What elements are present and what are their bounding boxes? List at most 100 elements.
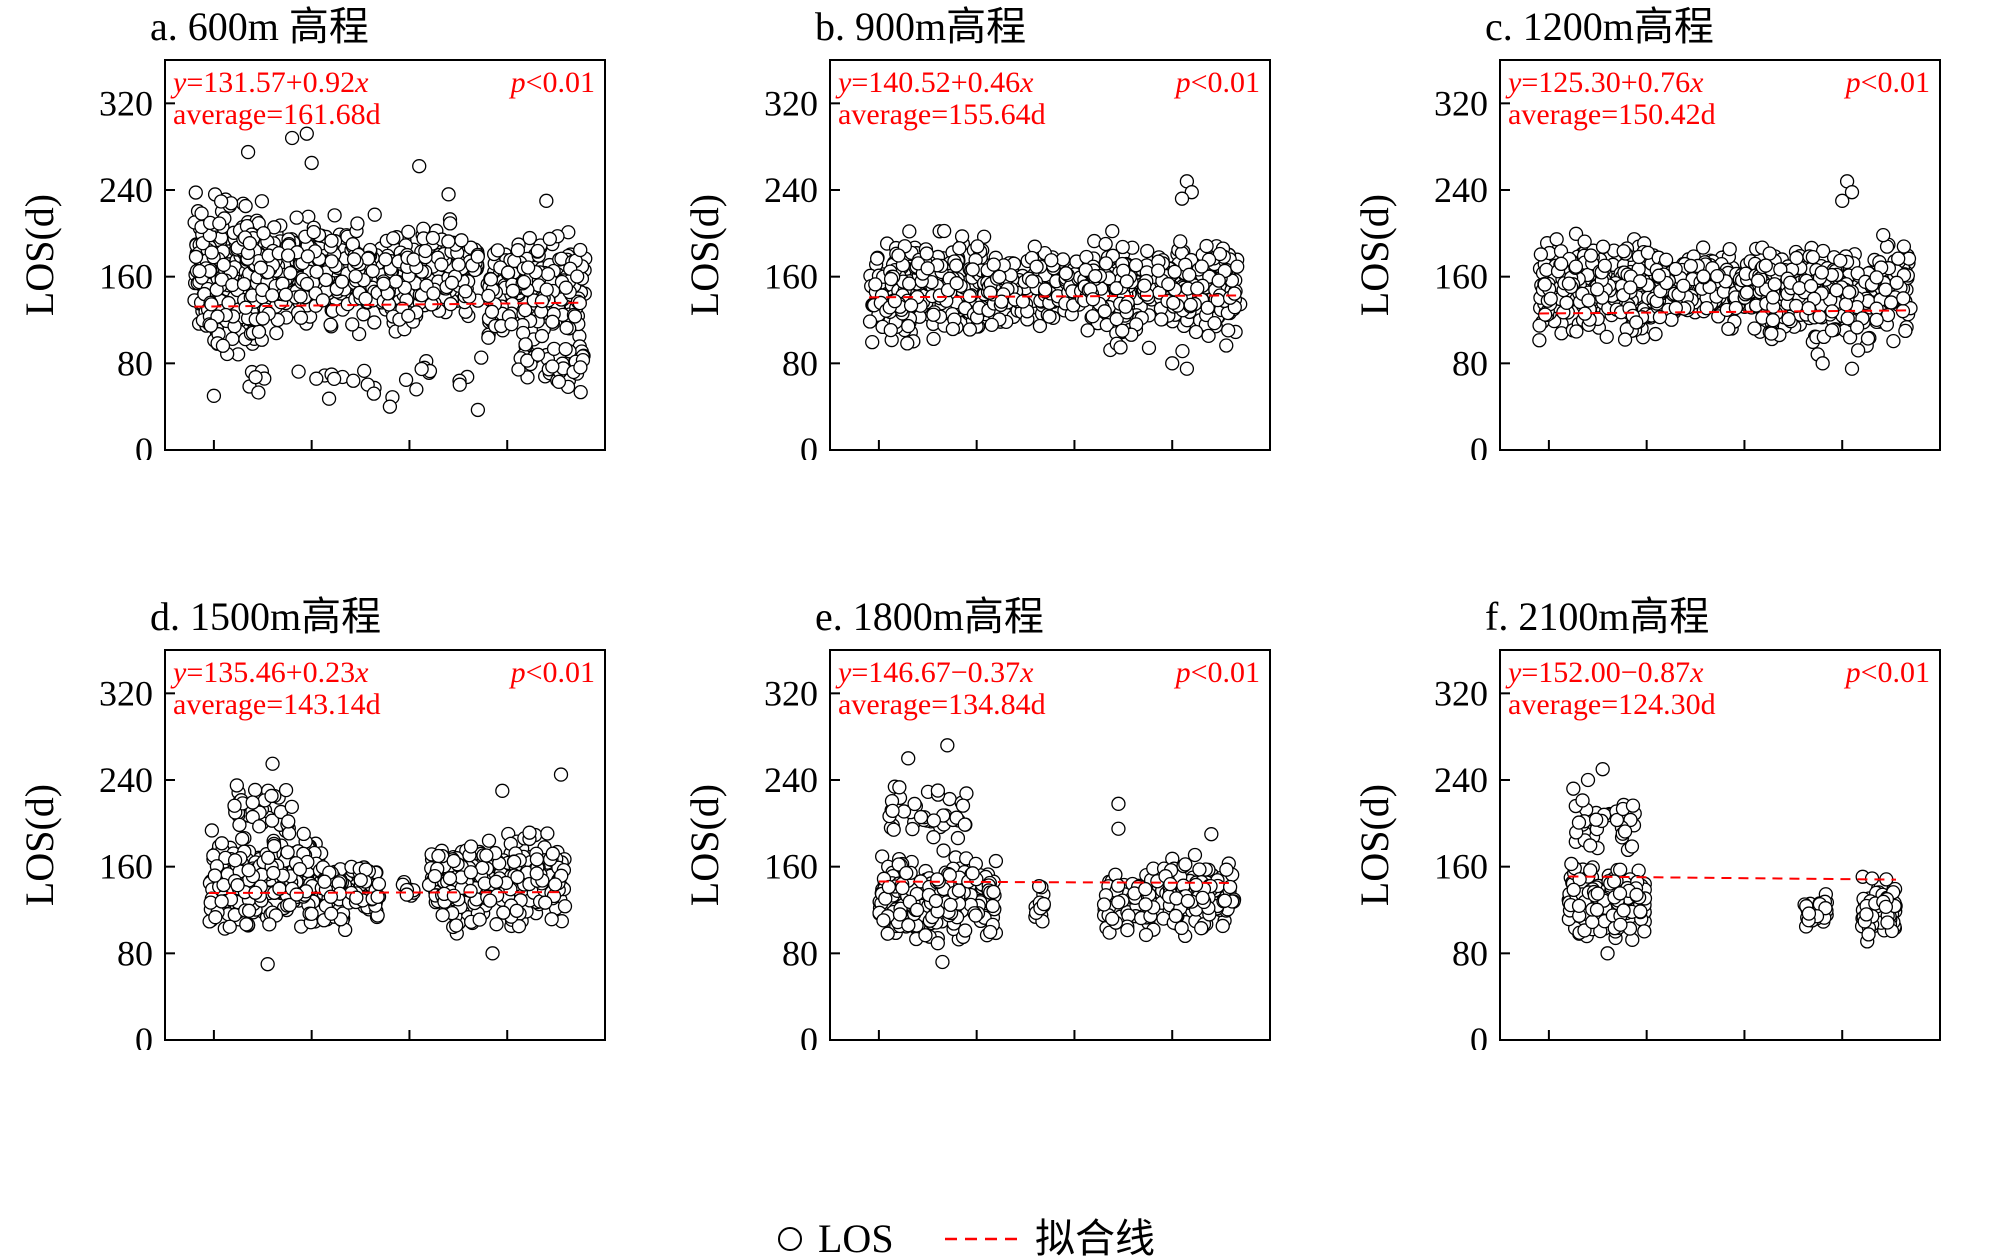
data-point bbox=[1668, 300, 1683, 316]
legend-svg: LOS 拟合线 bbox=[778, 1216, 1155, 1260]
data-point bbox=[1166, 295, 1181, 310]
data-point bbox=[1088, 269, 1103, 284]
data-point bbox=[949, 276, 964, 291]
data-point bbox=[248, 370, 263, 385]
data-point bbox=[507, 854, 522, 870]
data-points bbox=[1532, 174, 1918, 376]
data-point bbox=[976, 229, 992, 244]
chart-title: b. 900m高程 bbox=[815, 4, 1026, 49]
data-point bbox=[327, 208, 342, 223]
data-point bbox=[1173, 234, 1188, 249]
data-point bbox=[1599, 329, 1614, 345]
data-point bbox=[351, 326, 367, 342]
data-point bbox=[1838, 297, 1854, 312]
data-point bbox=[1878, 282, 1893, 297]
data-point bbox=[435, 907, 450, 923]
data-point bbox=[1168, 908, 1183, 924]
data-point bbox=[1543, 291, 1558, 306]
data-point bbox=[376, 276, 391, 291]
data-point bbox=[892, 780, 907, 795]
data-point bbox=[1815, 243, 1831, 259]
data-point bbox=[1212, 246, 1228, 262]
data-point bbox=[236, 276, 252, 292]
data-point bbox=[903, 298, 919, 313]
chart-svg: e. 1800m高程0801602403203132333435Lat (°)L… bbox=[682, 594, 1288, 1050]
data-point bbox=[348, 269, 363, 284]
average-label: average=134.84d bbox=[838, 688, 1046, 721]
data-point bbox=[1161, 277, 1176, 292]
data-point bbox=[1792, 280, 1807, 296]
data-point bbox=[304, 906, 319, 921]
chart-svg: b. 900m高程0801602403203132333435Lat (°)LO… bbox=[682, 4, 1288, 460]
data-point bbox=[358, 291, 373, 306]
data-point bbox=[943, 897, 958, 913]
data-point bbox=[1199, 238, 1214, 254]
fit-line bbox=[878, 880, 1236, 884]
data-point bbox=[489, 917, 504, 932]
data-point bbox=[1589, 902, 1605, 917]
data-point bbox=[905, 821, 920, 837]
data-point bbox=[221, 295, 236, 311]
data-point bbox=[909, 902, 925, 918]
average-label: average=150.42d bbox=[1508, 98, 1716, 131]
x-tick-label: 35 bbox=[1252, 456, 1288, 460]
data-point bbox=[401, 308, 416, 323]
regression-equation: y=125.30+0.76x bbox=[1505, 66, 1704, 99]
data-point bbox=[454, 233, 469, 248]
data-point bbox=[192, 263, 207, 279]
data-point bbox=[1182, 267, 1197, 282]
data-point bbox=[345, 317, 360, 332]
data-point bbox=[252, 819, 267, 834]
data-point bbox=[538, 895, 553, 910]
regression-equation: y=152.00−0.87x bbox=[1505, 656, 1704, 689]
data-point bbox=[427, 868, 443, 884]
data-point bbox=[1835, 193, 1850, 208]
average-label: average=161.68d bbox=[173, 98, 381, 131]
data-point bbox=[264, 813, 280, 828]
data-point bbox=[281, 826, 297, 841]
average-label: average=124.30d bbox=[1508, 688, 1716, 721]
x-tick-label: 34 bbox=[489, 456, 525, 460]
data-point bbox=[370, 889, 385, 905]
data-point bbox=[573, 384, 588, 400]
data-point bbox=[1219, 338, 1234, 353]
fit-line bbox=[1568, 875, 1897, 881]
data-point bbox=[1575, 793, 1590, 808]
data-point bbox=[1109, 281, 1124, 296]
data-point bbox=[230, 878, 245, 893]
data-point bbox=[1815, 356, 1830, 371]
data-point bbox=[930, 872, 945, 887]
data-point bbox=[280, 248, 296, 263]
y-tick-label: 240 bbox=[1434, 170, 1488, 210]
data-point bbox=[1571, 815, 1587, 830]
data-point bbox=[227, 853, 243, 868]
x-tick-label: 32 bbox=[1629, 1046, 1665, 1050]
data-point bbox=[1781, 312, 1796, 327]
data-point bbox=[1096, 897, 1112, 912]
data-point bbox=[926, 307, 941, 322]
x-tick-label: 32 bbox=[1629, 456, 1665, 460]
data-point bbox=[1801, 301, 1816, 316]
data-point bbox=[542, 231, 557, 247]
data-point bbox=[324, 254, 339, 269]
chart-title: d. 1500m高程 bbox=[150, 594, 381, 639]
data-point bbox=[930, 936, 945, 951]
data-point bbox=[446, 853, 461, 869]
data-point bbox=[1138, 897, 1153, 912]
data-point bbox=[1616, 903, 1631, 918]
data-point bbox=[885, 803, 900, 819]
data-point bbox=[1590, 886, 1605, 901]
data-point bbox=[431, 848, 446, 864]
data-point bbox=[472, 912, 487, 927]
data-point bbox=[1029, 259, 1044, 274]
data-point bbox=[1098, 236, 1113, 252]
data-point bbox=[267, 838, 282, 854]
data-point bbox=[951, 883, 967, 898]
data-point bbox=[1532, 333, 1547, 348]
data-point bbox=[1750, 273, 1766, 288]
data-point bbox=[1042, 309, 1057, 324]
data-point bbox=[251, 324, 267, 339]
data-point bbox=[458, 284, 473, 299]
data-point bbox=[1869, 270, 1884, 285]
data-point bbox=[1664, 312, 1679, 327]
